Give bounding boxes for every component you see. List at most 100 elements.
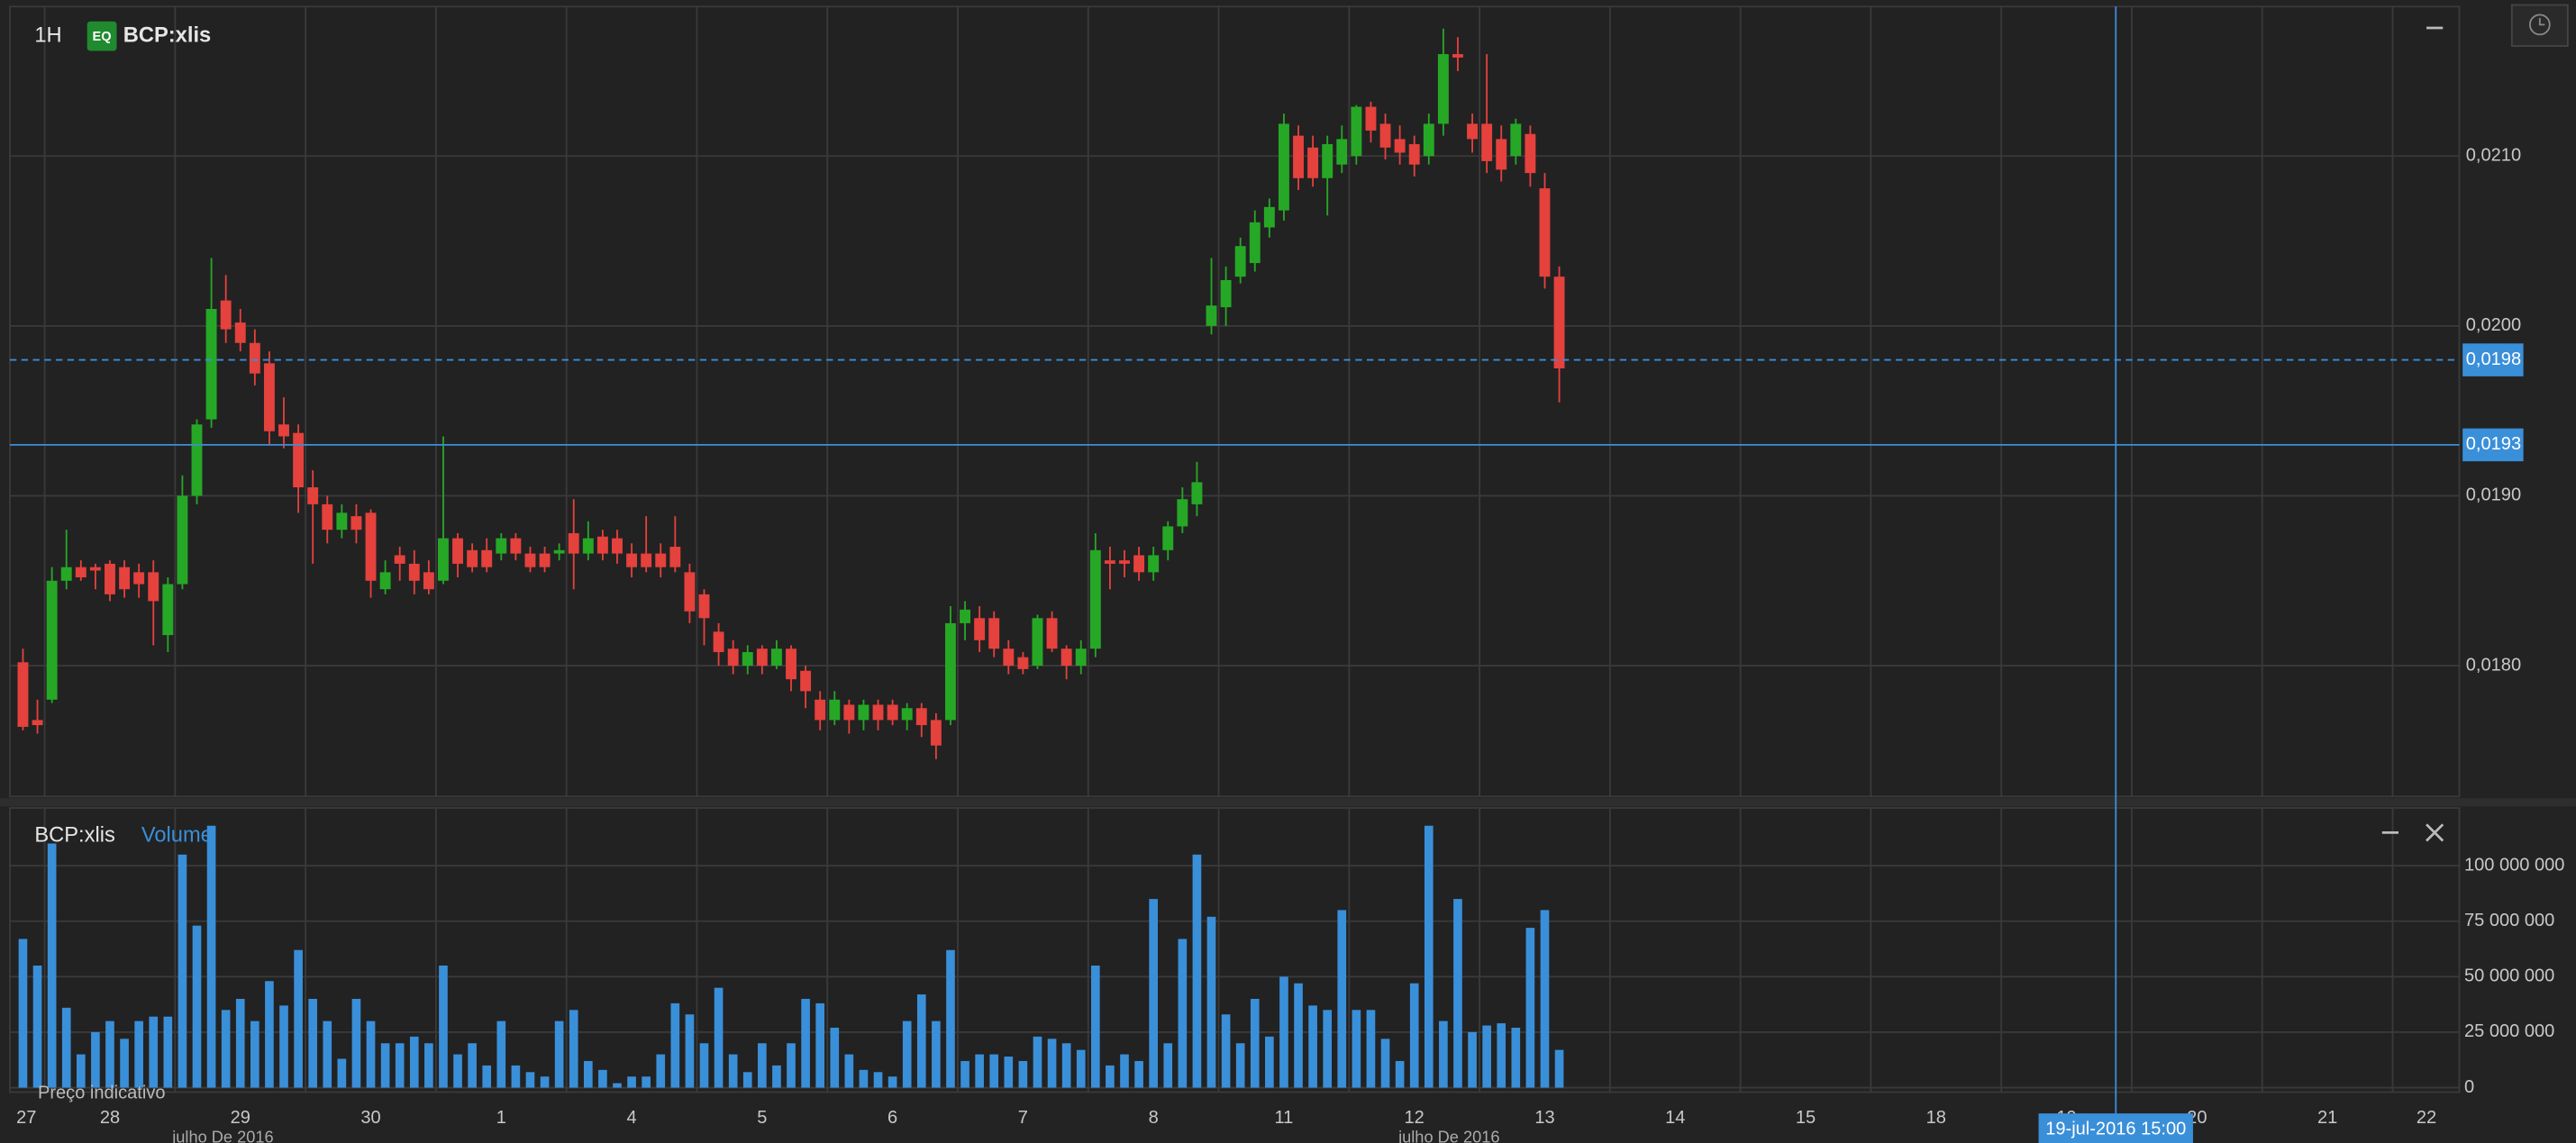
volume-bar — [627, 1076, 636, 1088]
candle-body — [46, 580, 58, 700]
x-tick-label: 11 — [1275, 1108, 1294, 1128]
x-tick-label: 21 — [2317, 1108, 2337, 1128]
candle-body — [1510, 123, 1522, 157]
volume-bar — [1061, 1043, 1071, 1088]
candle-body — [1162, 526, 1174, 550]
candle-body — [930, 720, 942, 746]
volume-panel — [9, 807, 2461, 1093]
candle-body — [336, 513, 348, 531]
candle-body — [1104, 560, 1115, 564]
volume-bar — [1149, 899, 1158, 1088]
volume-bar — [844, 1054, 854, 1088]
volume-bar — [1120, 1054, 1129, 1088]
volume-bar — [1497, 1023, 1506, 1088]
volume-bar — [1047, 1039, 1057, 1088]
volume-bar — [279, 1005, 288, 1088]
volume-bar — [1265, 1036, 1274, 1088]
candle-body — [438, 538, 449, 581]
candle-body — [481, 549, 493, 567]
volume-bar — [1018, 1060, 1028, 1088]
volume-bar — [902, 1021, 912, 1088]
candle-body — [872, 704, 884, 721]
volume-bar — [1366, 1010, 1376, 1088]
volume-bar — [206, 825, 216, 1088]
badge-box — [86, 21, 117, 51]
candle-body — [641, 553, 652, 567]
x-tick-label: 5 — [757, 1108, 767, 1128]
volume-bar — [569, 1010, 578, 1088]
candle-body — [1148, 555, 1160, 573]
volume-bar — [308, 998, 318, 1088]
volume-bar — [1540, 910, 1550, 1088]
candle-body — [1336, 139, 1348, 165]
y-tick-label: 0 — [2464, 1077, 2474, 1097]
candle-body — [887, 704, 898, 721]
volume-bar — [323, 1021, 332, 1088]
candle-body — [205, 309, 217, 420]
candle-body — [612, 538, 623, 554]
volume-bar — [1554, 1049, 1564, 1088]
candle-body — [408, 563, 420, 581]
candle-body — [698, 594, 710, 619]
y-tick-label: 0,0190 — [2466, 485, 2521, 505]
candle-body — [960, 609, 970, 623]
candle-body — [60, 567, 72, 581]
close-button[interactable] — [2426, 823, 2444, 842]
volume-bar — [1294, 983, 1303, 1088]
candle-body — [1452, 54, 1463, 58]
x-tick-label: 29 — [231, 1108, 250, 1128]
volume-bar — [1106, 1065, 1115, 1088]
candle-body — [1539, 188, 1551, 277]
volume-bar — [859, 1069, 869, 1088]
candle-body — [539, 553, 551, 567]
last-price-box — [2462, 343, 2524, 376]
volume-bar — [511, 1065, 521, 1088]
volume-bar — [47, 843, 57, 1088]
volume-bar — [554, 1021, 564, 1088]
candle-body — [713, 631, 724, 652]
candle-body — [423, 572, 434, 590]
volume-bar — [409, 1036, 419, 1088]
volume-bar — [482, 1065, 492, 1088]
volume-bar — [1482, 1025, 1491, 1088]
volume-bar — [439, 966, 448, 1088]
candle-body — [1307, 147, 1319, 178]
volume-bar — [699, 1043, 709, 1088]
candle-body — [1525, 133, 1536, 174]
x-tick-label: 14 — [1665, 1108, 1685, 1128]
candle-body — [1322, 144, 1334, 178]
candle-body — [379, 572, 391, 590]
last-price-label: 0,0198 — [2466, 349, 2521, 369]
candle-body — [1437, 54, 1449, 124]
candle-body — [1206, 305, 1217, 326]
candle-body — [1234, 246, 1246, 277]
volume-bar — [61, 1007, 71, 1088]
volume-bar — [1250, 998, 1260, 1088]
symbol[interactable]: BCP:xlis — [123, 23, 211, 47]
volume-bar — [583, 1060, 593, 1088]
interval[interactable]: 1H — [34, 23, 61, 47]
y-tick-label: 0,0210 — [2466, 146, 2521, 166]
candle-body — [322, 503, 333, 531]
candle-body — [1046, 618, 1058, 649]
volume-bar — [221, 1010, 231, 1088]
volume-bar — [1308, 1005, 1317, 1088]
volume-bar — [916, 994, 926, 1088]
x-tick-label: 18 — [1926, 1108, 1946, 1128]
candle-body — [1075, 649, 1087, 667]
candle-body — [1394, 139, 1406, 153]
volume-bar — [801, 998, 810, 1088]
volume-bar — [351, 998, 361, 1088]
volume-bar — [177, 854, 187, 1088]
candle-body — [75, 567, 86, 577]
legend-entry[interactable]: Volume — [141, 823, 213, 847]
candle-body — [133, 572, 145, 585]
x-tick-label: 28 — [100, 1108, 120, 1128]
x-tick-label: 15 — [1796, 1108, 1816, 1128]
volume-bar — [149, 1016, 159, 1088]
month-label: julho De 2016 — [171, 1127, 273, 1143]
badge: EQ — [93, 30, 112, 44]
candle-body — [1365, 106, 1377, 131]
volume-bar — [1323, 1010, 1333, 1088]
candle-body — [1496, 139, 1507, 170]
